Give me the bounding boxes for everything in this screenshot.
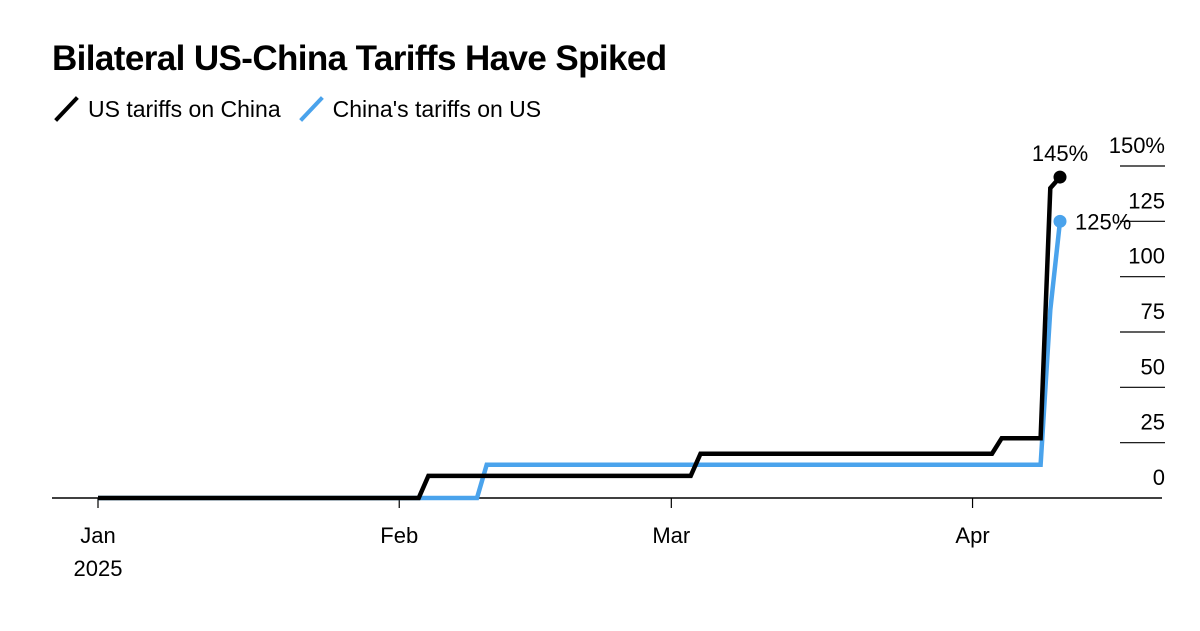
chart-title: Bilateral US-China Tariffs Have Spiked [52, 39, 667, 78]
y-tick-label: 50 [1141, 354, 1165, 379]
x-tick-label: Apr [955, 523, 989, 548]
series-end-label-us-tariffs: 145% [1032, 141, 1088, 166]
legend-swatch-us-tariffs [54, 96, 79, 122]
legend-item-us-tariffs: US tariffs on China [54, 95, 281, 123]
series-line-china-tariffs [98, 221, 1063, 501]
legend-item-china-tariffs: China's tariffs on US [298, 95, 542, 123]
y-tick-label: 150% [1109, 133, 1165, 158]
x-tick-label: Mar [652, 523, 690, 548]
x-tick-label: Jan [80, 523, 115, 548]
series-end-label-china-tariffs: 125% [1075, 209, 1131, 234]
legend-label-us-tariffs: US tariffs on China [88, 96, 281, 122]
x-tick-label: Feb [380, 523, 418, 548]
legend-label-china-tariffs: China's tariffs on US [332, 96, 542, 122]
x-tick-sublabel: 2025 [74, 556, 123, 581]
y-tick-label: 25 [1141, 410, 1165, 435]
series-line-us-tariffs [98, 175, 1062, 501]
series-end-marker-us-tariffs [1053, 170, 1067, 184]
legend-swatch-china-tariffs [298, 96, 324, 122]
chart-legend: US tariffs on China China's tariffs on U… [54, 95, 559, 123]
y-tick-label: 125 [1128, 188, 1165, 213]
y-tick-label: 100 [1128, 244, 1165, 269]
y-tick-label: 75 [1141, 299, 1165, 324]
y-tick-label: 0 [1153, 465, 1165, 490]
series-end-marker-china-tariffs [1053, 214, 1067, 228]
